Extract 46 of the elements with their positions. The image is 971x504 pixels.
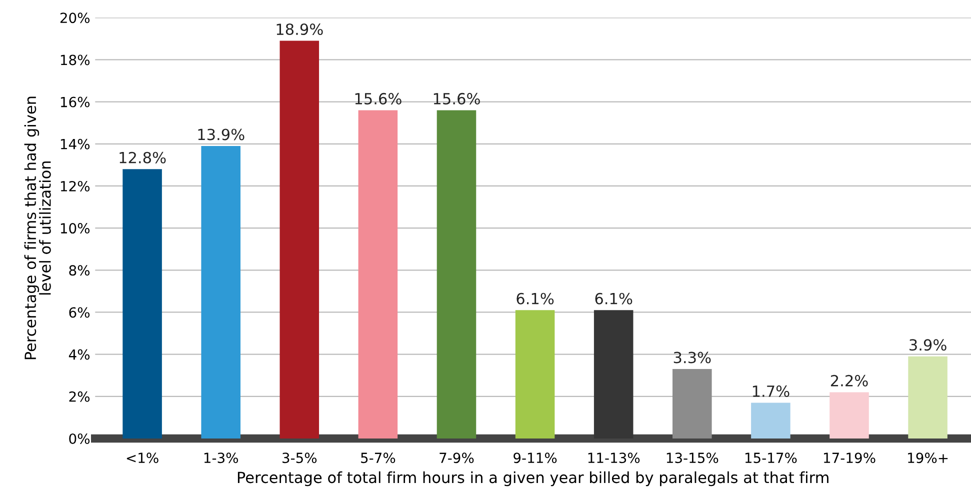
- data-label: 12.8%: [120, 152, 166, 164]
- x-tick-label: 3-5%: [282, 452, 317, 464]
- y-tick-label: 18%: [60, 54, 90, 66]
- data-label: 13.9%: [198, 128, 244, 140]
- bar: [358, 110, 398, 438]
- y-tick-label: 14%: [60, 138, 90, 150]
- y-tick-label: 2%: [69, 391, 90, 402]
- bar: [672, 369, 712, 438]
- x-tick-label: <1%: [126, 452, 158, 464]
- data-label: 15.6%: [355, 92, 402, 104]
- x-axis-title: Percentage of total firm hours in a given year billed by paralegals at that firm: [238, 471, 828, 486]
- x-tick-label: 19%+: [908, 452, 948, 464]
- x-tick-label: 15-17%: [745, 452, 797, 464]
- y-axis-title: Percentage of firms that had given level of utilization: [24, 96, 51, 360]
- data-label: 3.3%: [674, 352, 711, 364]
- bar: [280, 40, 320, 438]
- data-label: 3.9%: [910, 339, 946, 351]
- x-tick-label: 1-3%: [204, 452, 238, 464]
- data-label: 6.1%: [516, 292, 554, 304]
- x-tick-label: 7-9%: [440, 452, 474, 464]
- data-label: 1.7%: [752, 385, 790, 397]
- data-label: 6.1%: [595, 292, 632, 304]
- y-tick-label: 12%: [60, 180, 90, 192]
- x-tick-label: 5-7%: [361, 452, 396, 464]
- bar: [908, 356, 948, 438]
- bar: [830, 392, 869, 438]
- x-tick-label: 11-13%: [588, 452, 640, 464]
- data-label: 18.9%: [276, 23, 323, 36]
- x-tick-label: 17-19%: [824, 452, 876, 464]
- bar: [436, 110, 476, 438]
- bar: [201, 146, 240, 438]
- bar: [515, 310, 555, 438]
- y-tick-label: 4%: [68, 349, 90, 360]
- y-tick-label: 16%: [60, 96, 90, 108]
- bar: [122, 169, 162, 438]
- y-tick-label: 20%: [60, 12, 90, 24]
- data-label: 15.6%: [434, 92, 480, 104]
- x-tick-label: 9-11%: [514, 452, 557, 464]
- bar: [594, 310, 634, 438]
- bar: [751, 402, 790, 438]
- y-tick-label: 10%: [60, 223, 90, 234]
- y-tick-label: 8%: [69, 265, 90, 276]
- x-tick-label: 13-15%: [666, 452, 718, 464]
- data-label: 2.2%: [830, 374, 868, 386]
- y-tick-label: 6%: [69, 307, 90, 318]
- y-tick-label: 0%: [69, 433, 90, 444]
